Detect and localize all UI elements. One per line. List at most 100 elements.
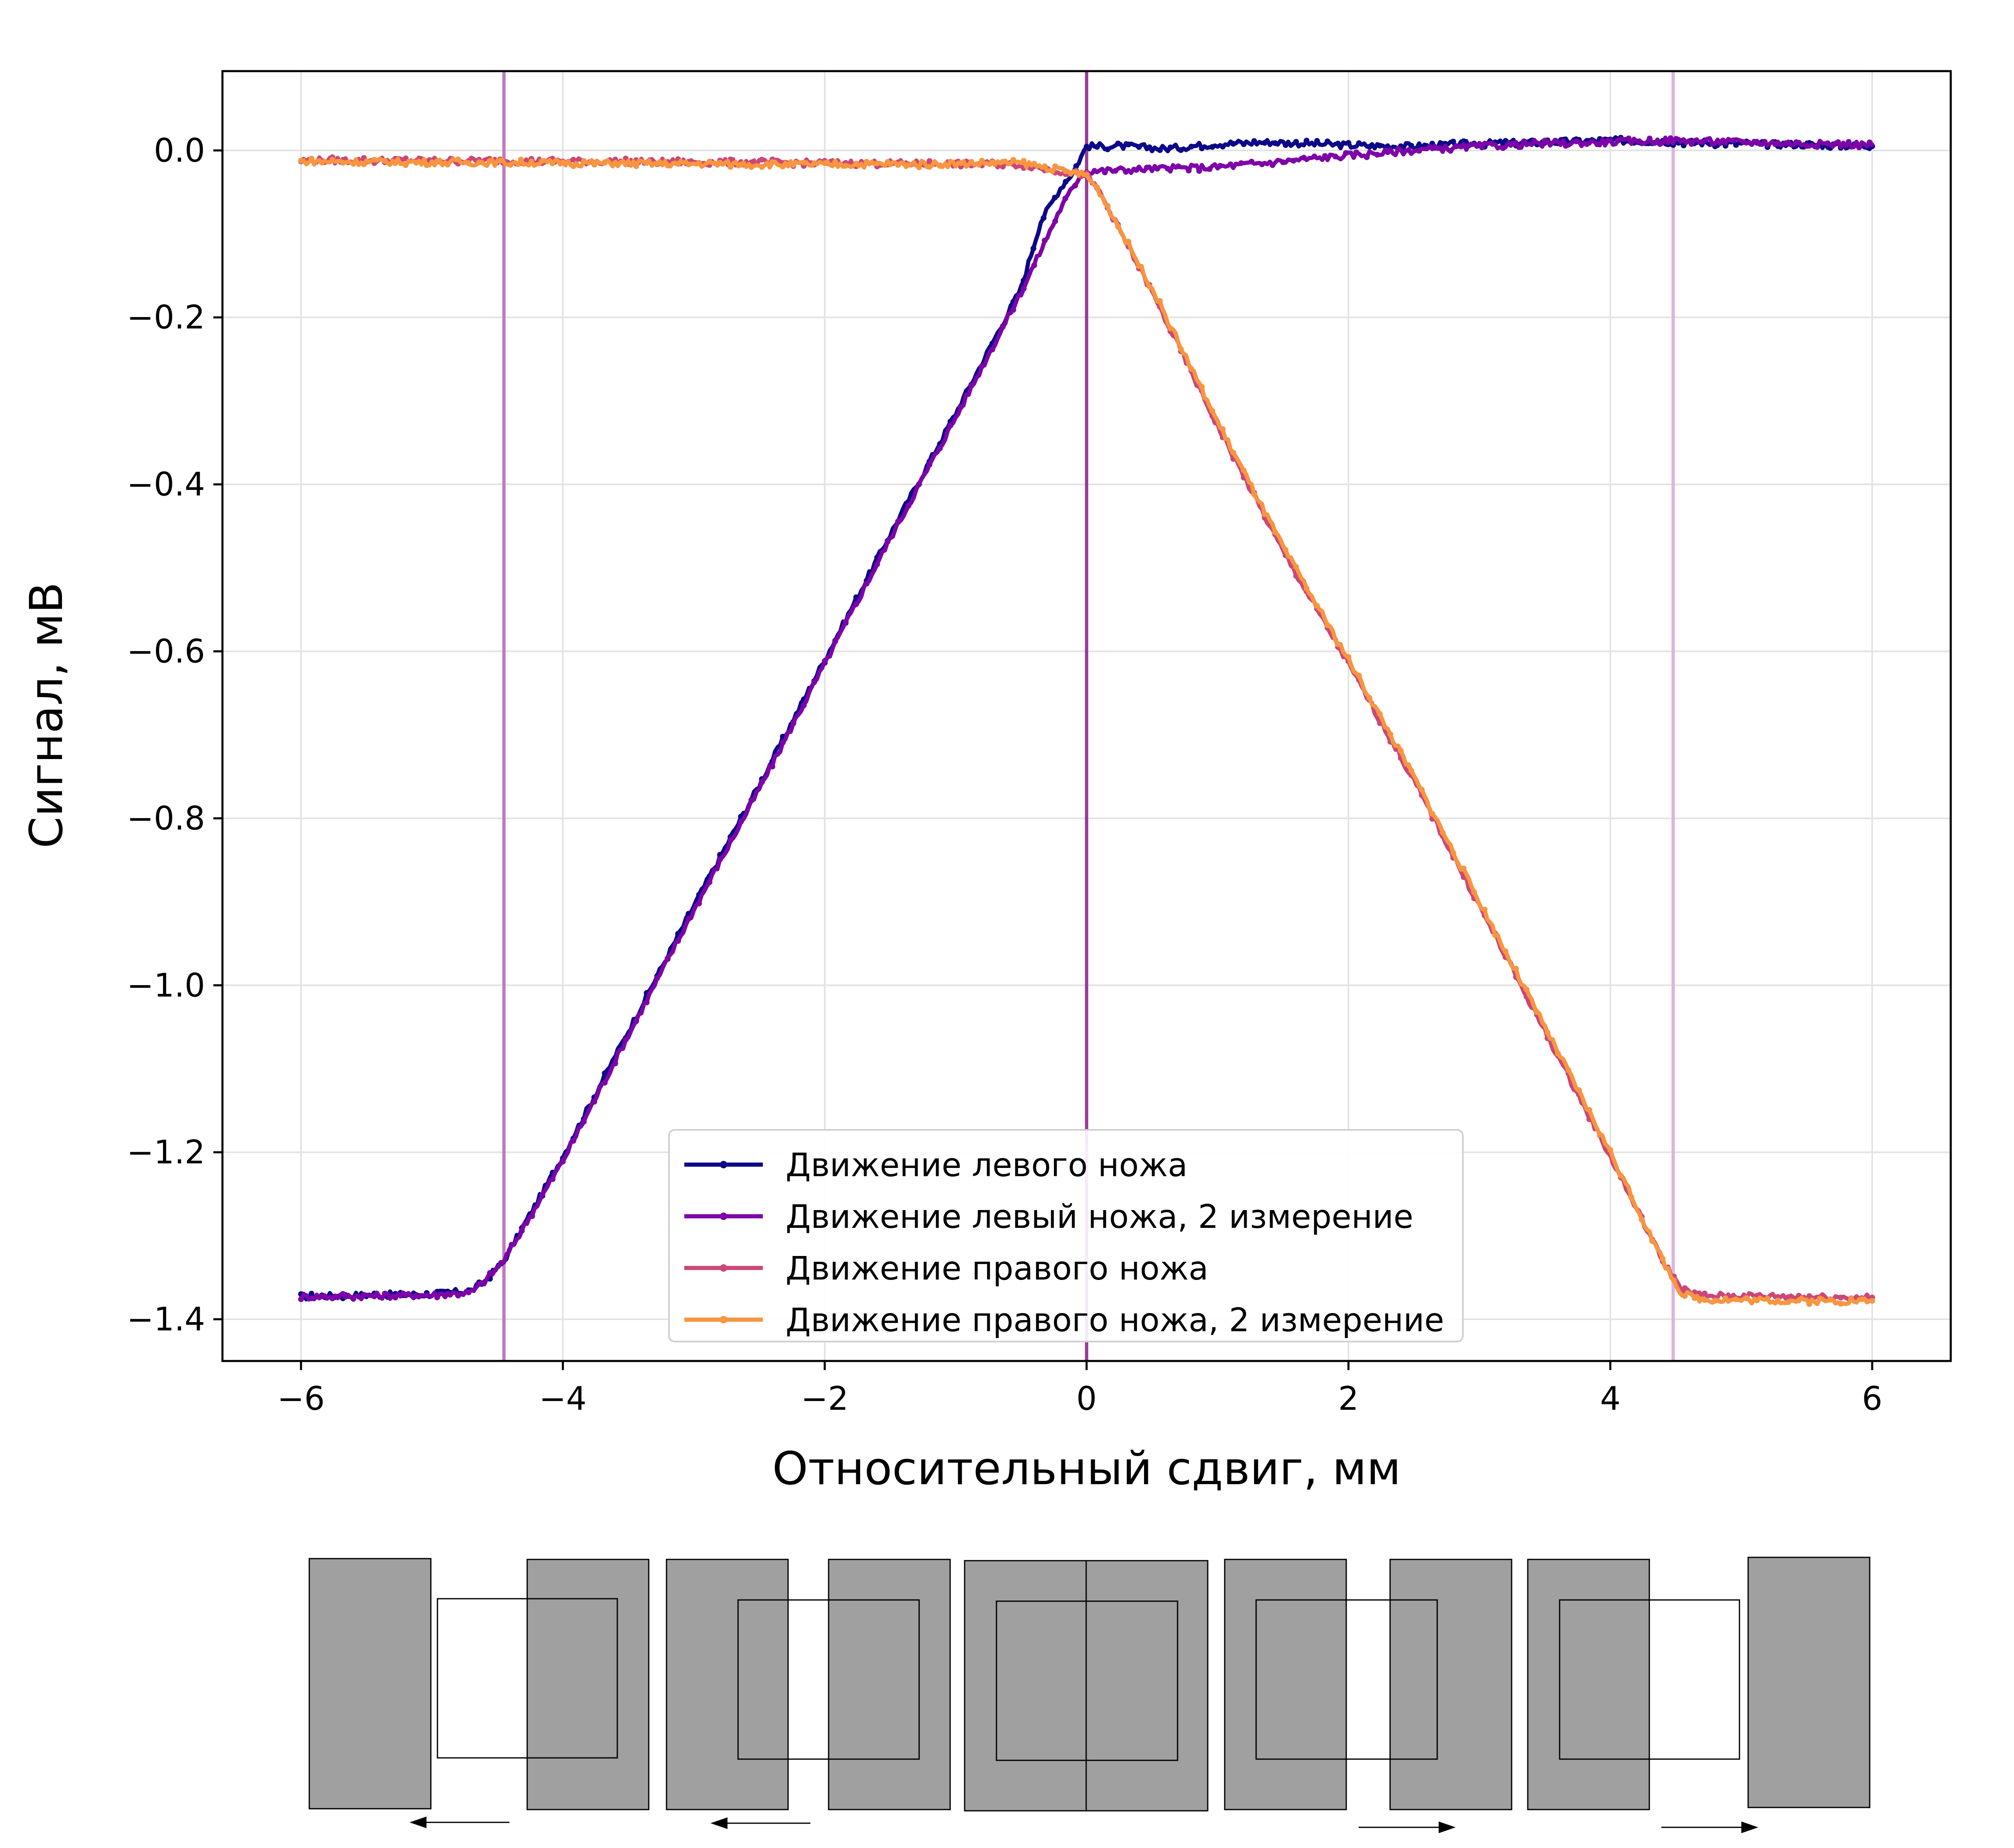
data-point — [1209, 144, 1215, 150]
data-point — [308, 1295, 315, 1301]
data-point — [1709, 141, 1715, 147]
y-tick-label: −1.2 — [127, 1134, 205, 1171]
data-point — [507, 162, 514, 168]
data-point — [403, 162, 409, 168]
data-point — [560, 1158, 566, 1165]
data-point — [581, 158, 587, 165]
data-point — [1345, 654, 1352, 660]
data-point — [1220, 143, 1226, 150]
data-point — [748, 797, 755, 804]
data-point — [1115, 224, 1121, 230]
left-knife — [666, 1559, 789, 1810]
data-point — [1806, 1293, 1812, 1299]
data-point — [895, 162, 901, 168]
data-point — [1112, 168, 1118, 174]
data-point — [1744, 1295, 1749, 1301]
data-point — [1419, 787, 1425, 793]
data-point — [1136, 144, 1142, 150]
data-point — [905, 162, 912, 168]
data-point — [654, 975, 660, 981]
legend: Движение левого ножа Движение левый ножа,… — [668, 1129, 1464, 1342]
data-point — [832, 638, 838, 645]
data-point — [1406, 147, 1412, 153]
data-point — [1513, 966, 1519, 972]
data-point — [1481, 907, 1488, 912]
data-point — [1272, 529, 1278, 535]
data-point — [1157, 298, 1163, 304]
data-point — [528, 158, 535, 165]
data-point — [1304, 138, 1309, 144]
data-point — [1408, 768, 1414, 774]
data-point — [790, 162, 796, 168]
data-point — [1671, 1277, 1677, 1283]
data-point — [1701, 1290, 1708, 1296]
data-point — [1209, 408, 1215, 414]
data-point — [1206, 166, 1213, 172]
data-point — [1542, 138, 1548, 144]
data-point — [1678, 138, 1684, 144]
data-point — [1042, 163, 1048, 170]
data-point — [1301, 155, 1307, 161]
data-point — [675, 161, 681, 167]
data-point — [1555, 1051, 1561, 1057]
data-point — [1772, 141, 1778, 147]
data-point — [1615, 137, 1621, 143]
data-point — [1691, 1295, 1698, 1301]
data-point — [759, 157, 765, 163]
data-point — [1304, 585, 1309, 592]
data-point — [1594, 141, 1600, 147]
data-point — [509, 1242, 515, 1248]
knife-stage-5 — [1527, 1557, 1871, 1810]
data-point — [1364, 154, 1370, 160]
data-point — [675, 938, 681, 944]
data-point — [1626, 135, 1632, 141]
data-point — [822, 160, 828, 166]
data-point — [748, 164, 755, 170]
data-point — [424, 1292, 430, 1299]
data-point — [1524, 986, 1529, 993]
data-point — [1398, 748, 1404, 754]
data-point — [822, 658, 828, 664]
x-tick-label: 0 — [1076, 1380, 1097, 1418]
arrow-left-2-head — [710, 1817, 728, 1829]
data-point — [1764, 1296, 1770, 1302]
beam-window — [996, 1600, 1178, 1761]
data-point — [1730, 137, 1737, 143]
data-point — [1565, 1067, 1572, 1073]
data-point — [1000, 324, 1006, 330]
data-point — [1031, 262, 1037, 268]
data-point — [1104, 203, 1111, 209]
beam-window-overlap — [526, 1598, 618, 1759]
data-point — [1521, 138, 1527, 144]
data-point — [1682, 1293, 1688, 1299]
data-point — [392, 160, 398, 166]
data-point — [1094, 184, 1100, 190]
data-point — [1199, 145, 1205, 151]
data-point — [1733, 142, 1739, 148]
arrow-right-1-head — [1438, 1821, 1456, 1834]
data-point — [560, 159, 566, 165]
data-point — [769, 764, 775, 770]
data-point — [874, 160, 880, 167]
data-point — [1576, 1087, 1582, 1093]
data-point — [1312, 153, 1317, 160]
data-point — [434, 1294, 440, 1301]
data-point — [549, 1176, 556, 1182]
left-knife — [1224, 1559, 1347, 1810]
data-point — [1733, 1296, 1739, 1302]
data-point — [612, 1060, 618, 1067]
data-point — [1238, 160, 1244, 166]
data-point — [1374, 152, 1380, 158]
data-point — [1796, 1297, 1802, 1304]
data-point — [1314, 603, 1320, 609]
data-point — [927, 461, 932, 468]
legend-marker — [720, 1213, 727, 1220]
data-point — [790, 720, 796, 726]
data-point — [308, 1291, 315, 1297]
data-point — [707, 158, 712, 165]
data-point — [696, 900, 702, 907]
data-point — [1720, 137, 1726, 143]
data-point — [1377, 711, 1383, 717]
data-point — [707, 879, 712, 885]
data-point — [1220, 426, 1226, 432]
